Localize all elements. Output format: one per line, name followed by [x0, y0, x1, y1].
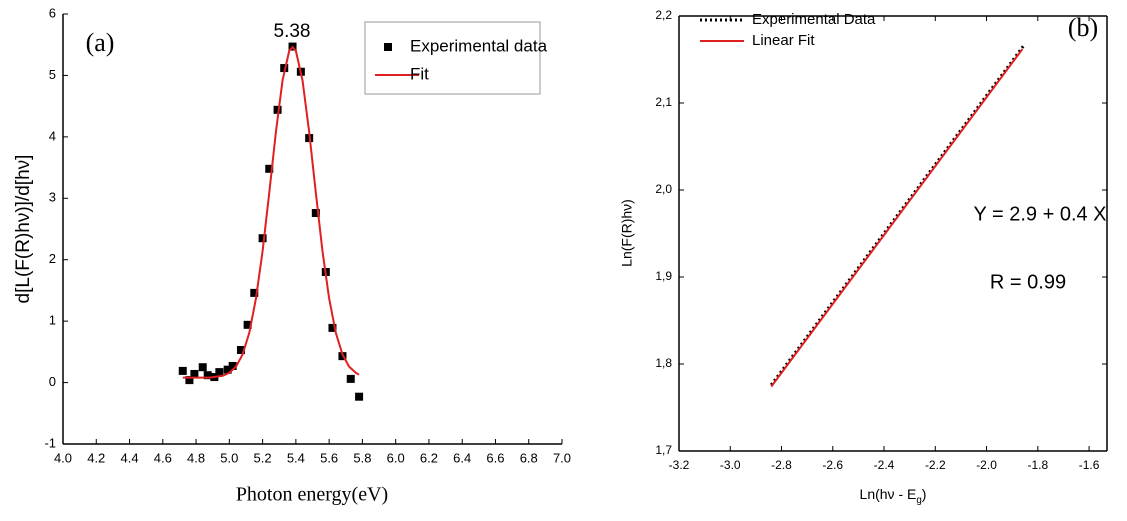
data-point	[228, 361, 237, 370]
legend-frame	[364, 21, 541, 95]
data-point	[178, 366, 187, 375]
legend-label: Experimental Data	[752, 11, 876, 28]
annotation: R = 0.99	[990, 271, 1066, 293]
y-tick-label: 1,9	[655, 269, 672, 283]
x-tick-label: 6.2	[420, 450, 438, 465]
y-tick-label: 1	[49, 313, 56, 328]
data-point	[328, 323, 337, 332]
x-tick-label: 4.6	[154, 450, 172, 465]
x-tick-label: -2.8	[771, 458, 792, 472]
y-tick-label: 0	[49, 374, 56, 389]
x-axis-label: Ln(hν - Eg)	[860, 486, 927, 506]
data-point	[198, 363, 207, 372]
x-tick-label: 5.0	[220, 450, 238, 465]
annotation: 5.38	[274, 21, 311, 42]
x-tick-label: -2.0	[976, 458, 997, 472]
x-tick-label: 5.6	[320, 450, 338, 465]
x-tick-label: -1.6	[1079, 458, 1100, 472]
data-point	[190, 369, 199, 378]
y-tick-label: 2,0	[655, 182, 672, 196]
legend-label: Fit	[410, 64, 429, 83]
y-tick-label: 1,8	[655, 356, 672, 370]
x-tick-label: 6.0	[387, 450, 405, 465]
data-line	[770, 42, 1027, 386]
x-tick-label: 6.8	[520, 450, 538, 465]
y-tick-label: 5	[49, 67, 56, 82]
x-tick-label: 4.2	[87, 450, 105, 465]
y-axis-label: d[L(F(R)hν)]/d[hν]	[13, 155, 34, 304]
data-point	[185, 376, 194, 385]
legend-label: Experimental data	[410, 36, 548, 55]
data-point	[355, 392, 364, 401]
legend-marker	[384, 43, 392, 51]
x-tick-label: 5.4	[287, 450, 305, 465]
x-tick-label: 7.0	[553, 450, 571, 465]
x-tick-label: 4.4	[120, 450, 138, 465]
x-axis-label: Photon energy(eV)	[236, 484, 388, 506]
data-point	[273, 105, 282, 114]
x-tick-label: -2.2	[925, 458, 946, 472]
y-axis-label: Ln(F(R)hν)	[619, 199, 635, 267]
y-tick-label: 3	[49, 190, 56, 205]
x-tick-label: 5.8	[353, 450, 371, 465]
data-line	[770, 48, 1024, 388]
x-tick-label: -3.0	[720, 458, 741, 472]
x-tick-label: -3.2	[669, 458, 690, 472]
x-tick-label: -2.4	[874, 458, 895, 472]
x-tick-label: 6.4	[453, 450, 471, 465]
data-point	[215, 368, 224, 377]
data-point	[311, 209, 320, 218]
data-point	[250, 288, 259, 297]
y-tick-label: 2,1	[655, 95, 672, 109]
y-tick-label: 2,2	[655, 8, 672, 22]
data-line	[182, 45, 360, 379]
x-tick-label: 4.0	[54, 450, 72, 465]
data-point	[265, 164, 274, 173]
data-point	[346, 374, 355, 383]
y-tick-label: 1,7	[655, 443, 672, 457]
x-tick-label: -2.6	[822, 458, 843, 472]
data-point	[236, 346, 245, 355]
data-point	[243, 320, 252, 329]
x-axis-label-part: Ln(hν - E	[860, 486, 917, 502]
y-tick-label: -1	[44, 435, 56, 450]
x-axis-label-part: )	[922, 486, 927, 502]
x-tick-label: -1.8	[1027, 458, 1048, 472]
data-point	[223, 365, 232, 374]
y-tick-label: 4	[49, 128, 56, 143]
x-tick-label: 6.6	[486, 450, 504, 465]
y-tick-label: 6	[49, 5, 56, 20]
x-tick-label: 4.8	[187, 450, 205, 465]
data-point	[280, 64, 289, 73]
annotation: (b)	[1068, 13, 1098, 42]
y-tick-label: 2	[49, 251, 56, 266]
x-axis-label-part: g	[916, 495, 921, 506]
data-point	[203, 371, 212, 380]
annotation: (a)	[86, 28, 115, 57]
legend-label: Linear Fit	[752, 32, 815, 49]
data-point	[258, 234, 267, 243]
x-tick-label: 5.2	[254, 450, 272, 465]
annotation: Y = 2.9 + 0.4 X	[973, 203, 1106, 225]
